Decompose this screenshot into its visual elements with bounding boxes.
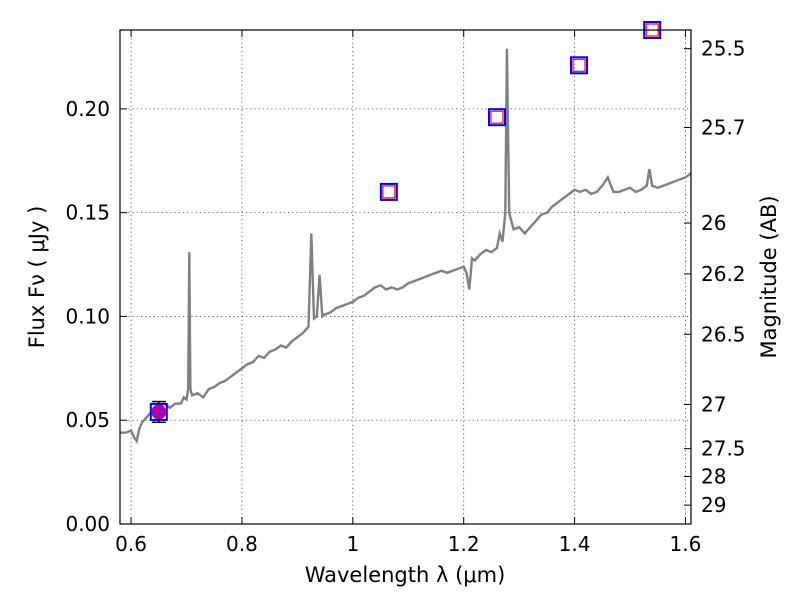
right-tick-label: 25.5 [701, 37, 746, 61]
model-point-blue [379, 182, 398, 201]
spectrum-line [120, 48, 691, 445]
plot-frame [119, 29, 692, 525]
right-tick-label: 28 [701, 464, 726, 488]
right-tick-label: 26 [701, 211, 726, 235]
x-axis-label: Wavelength λ (μm) [305, 563, 506, 587]
model-point-red [490, 110, 504, 124]
y-tick-label: 0.00 [65, 512, 110, 536]
model-point-blue [487, 108, 506, 127]
x-tick-label: 1.2 [448, 532, 480, 556]
y-tick-label: 0.05 [65, 408, 110, 432]
model-point-red [382, 185, 396, 199]
x-tick-label: 1.4 [559, 532, 591, 556]
right-axis-label: Magnitude (AB) [757, 195, 781, 358]
x-tick-label: 1 [346, 532, 359, 556]
model-point-red [572, 58, 586, 72]
x-tick-label: 0.6 [115, 532, 147, 556]
right-tick-label: 29 [701, 493, 726, 517]
x-tick-label: 0.8 [226, 532, 258, 556]
model-point-blue [570, 56, 589, 75]
right-tick-label: 27.5 [701, 437, 746, 461]
y-axis-label: Flux Fν ( μJy ) [25, 206, 49, 349]
right-tick-label: 26.5 [701, 322, 746, 346]
right-tick-label: 25.7 [701, 116, 746, 140]
observed-point [151, 404, 167, 420]
grid-layer [120, 30, 691, 525]
y-tick-label: 0.15 [65, 201, 110, 225]
x-tick-label: 1.6 [670, 532, 702, 556]
data-layer [120, 21, 691, 445]
y-tick-label: 0.10 [65, 304, 110, 328]
tick-layer: 0.6 0.8 1 1.2 1.4 1.6 0.00 0.05 0.10 0.15 0.20 25.5… [65, 30, 746, 556]
y-tick-label: 0.20 [65, 97, 110, 121]
right-tick-label: 27 [701, 392, 726, 416]
right-tick-label: 26.2 [701, 262, 746, 286]
